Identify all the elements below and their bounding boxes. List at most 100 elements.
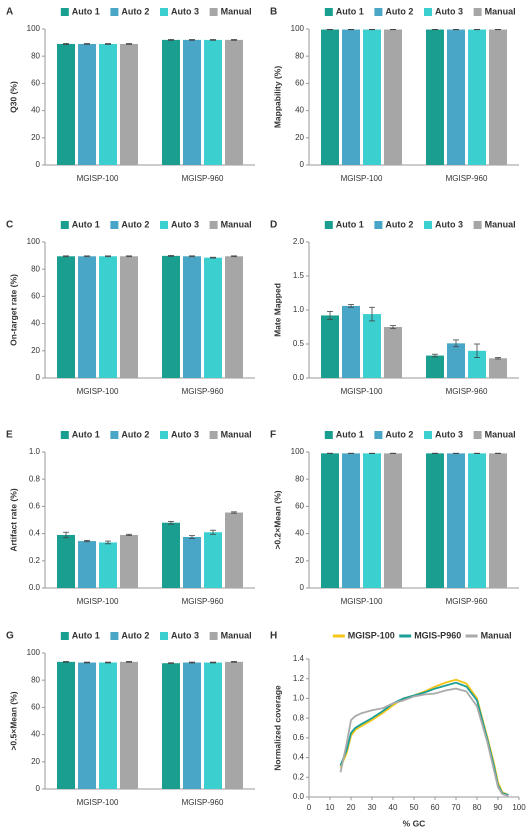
legend-label: Auto 1 [72, 630, 100, 640]
legend-label: Auto 2 [121, 6, 149, 16]
y-tick-label: 100 [27, 237, 41, 246]
y-tick-label: 60 [31, 79, 40, 88]
line [339, 687, 509, 797]
legend-label: Manual [485, 6, 516, 16]
panel-label: H [270, 631, 277, 642]
y-axis-title: On-target rate (%) [8, 274, 18, 346]
legend-swatch [160, 632, 168, 640]
legend-swatch [160, 221, 168, 229]
y-tick-label: 60 [295, 502, 304, 511]
bar [57, 534, 75, 588]
x-tick-label: MGISP-960 [182, 174, 224, 183]
bar [342, 29, 360, 165]
x-tick-label: MGISP-100 [77, 798, 119, 807]
bar [120, 534, 138, 588]
x-axis-title: % GC [403, 818, 426, 828]
legend-label: Auto 1 [72, 219, 100, 229]
x-tick-label: 70 [452, 803, 461, 812]
x-tick-label: MGISP-100 [341, 387, 383, 396]
bar [468, 350, 486, 378]
bar [78, 541, 96, 588]
legend-swatch [160, 431, 168, 439]
legend-swatch [473, 221, 482, 229]
x-tick-label: MGISP-100 [77, 597, 119, 606]
y-tick-label: 0 [36, 160, 41, 169]
bar [162, 663, 180, 789]
y-tick-label: 0 [36, 373, 41, 382]
y-tick-label: 2.0 [293, 237, 305, 246]
y-axis-title: Q30 (%) [8, 81, 18, 113]
y-tick-label: 0 [36, 784, 41, 793]
y-axis-title: >0.2×Mean (%) [272, 490, 282, 549]
bar [99, 662, 117, 789]
x-tick-label: MGISP-960 [182, 798, 224, 807]
y-tick-label: 80 [31, 675, 40, 684]
y-tick-label: 40 [31, 730, 40, 739]
y-tick-label: 0 [300, 160, 305, 169]
y-tick-label: 0.5 [293, 339, 305, 348]
legend-label: Auto 3 [171, 429, 199, 439]
panel-label: G [6, 631, 14, 642]
x-tick-label: MGISP-100 [341, 174, 383, 183]
legend-swatch [374, 221, 383, 229]
legend-swatch [473, 431, 482, 439]
bar [363, 453, 381, 588]
y-tick-label: 0 [300, 583, 305, 592]
x-tick-label: 50 [410, 803, 419, 812]
y-tick-label: 0.4 [29, 529, 41, 538]
bar [489, 453, 507, 588]
legend-label: Manual [221, 630, 252, 640]
x-tick-label: 0 [307, 803, 312, 812]
legend-swatch [110, 221, 119, 229]
y-axis-title: Mappability (%) [272, 66, 282, 129]
bar [384, 327, 402, 378]
legend-label: Auto 2 [121, 429, 149, 439]
legend-swatch [60, 8, 69, 16]
legend-swatch [374, 8, 383, 16]
x-tick-label: MGISP-960 [182, 387, 224, 396]
y-tick-label: 40 [295, 106, 304, 115]
bar [120, 256, 138, 378]
bar [78, 256, 96, 378]
bar [120, 661, 138, 789]
bar [183, 256, 201, 378]
y-tick-label: 20 [295, 556, 304, 565]
bar [426, 355, 444, 378]
y-tick-label: 100 [291, 447, 305, 456]
bar [204, 662, 222, 789]
panel-label: E [6, 430, 13, 441]
legend-label: Auto 3 [171, 630, 199, 640]
x-tick-label: MGISP-960 [446, 387, 488, 396]
bar [162, 522, 180, 588]
x-tick-label: MGISP-100 [77, 387, 119, 396]
y-tick-label: 80 [295, 474, 304, 483]
y-tick-label: 1.2 [293, 674, 305, 683]
x-tick-label: 90 [494, 803, 503, 812]
line [339, 678, 509, 796]
legend-swatch [160, 8, 168, 16]
y-tick-label: 1.0 [29, 447, 41, 456]
legend-swatch [209, 221, 218, 229]
bar [225, 256, 243, 378]
legend-swatch [110, 431, 119, 439]
legend-label: Manual [221, 6, 252, 16]
legend-label: Auto 1 [72, 6, 100, 16]
panel-label: A [6, 7, 13, 18]
legend-label: Auto 3 [171, 6, 199, 16]
panel-label: F [270, 430, 276, 441]
bar [99, 256, 117, 378]
legend-swatch [60, 431, 69, 439]
y-tick-label: 60 [295, 79, 304, 88]
line [339, 681, 509, 796]
y-tick-label: 40 [31, 106, 40, 115]
bar [204, 257, 222, 378]
legend-label: MGISP-100 [348, 630, 395, 640]
legend-label: Manual [221, 429, 252, 439]
bar [342, 453, 360, 588]
bar [426, 453, 444, 588]
legend-label: Auto 2 [385, 429, 413, 439]
x-tick-label: MGISP-960 [446, 174, 488, 183]
bar [447, 29, 465, 165]
bar [225, 39, 243, 165]
y-tick-label: 40 [31, 319, 40, 328]
